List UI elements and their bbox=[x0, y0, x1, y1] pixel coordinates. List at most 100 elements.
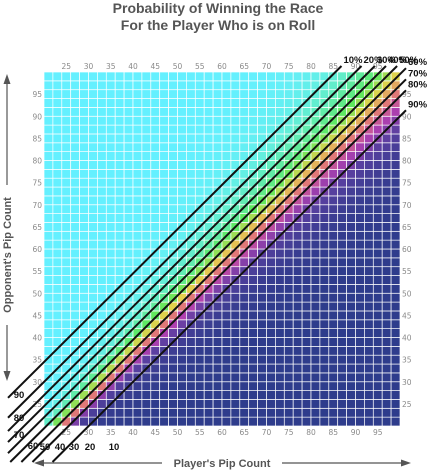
heatmap-cell bbox=[132, 98, 143, 108]
heatmap-cell bbox=[346, 222, 356, 232]
heatmap-cell bbox=[266, 363, 276, 374]
heatmap-cell bbox=[355, 328, 365, 338]
heatmap-cell bbox=[266, 142, 276, 153]
y-tick-label: 45 bbox=[32, 311, 42, 320]
heatmap-cell bbox=[337, 284, 347, 294]
heatmap-cell bbox=[346, 248, 356, 259]
heatmap-cell bbox=[43, 222, 54, 232]
heatmap-cell bbox=[328, 399, 339, 409]
heatmap-cell bbox=[355, 257, 365, 268]
heatmap-cell bbox=[97, 89, 107, 99]
heatmap-cell bbox=[114, 142, 125, 153]
heatmap-cell bbox=[70, 124, 80, 135]
heatmap-cell bbox=[141, 407, 152, 418]
heatmap-cell bbox=[88, 98, 98, 108]
probability-line bbox=[7, 65, 343, 399]
heatmap-cell bbox=[292, 257, 303, 268]
heatmap-cell bbox=[319, 328, 330, 338]
heatmap-cell bbox=[328, 372, 339, 383]
heatmap-cell bbox=[141, 177, 152, 188]
heatmap-cell bbox=[292, 310, 303, 321]
heatmap-cell bbox=[275, 407, 285, 418]
y-tick-label: 55 bbox=[32, 267, 42, 276]
heatmap-cell bbox=[132, 363, 143, 374]
heatmap-cell bbox=[79, 98, 89, 108]
y-tick-label: 95 bbox=[402, 90, 412, 99]
heatmap-cell bbox=[159, 381, 169, 391]
heatmap-cell bbox=[186, 169, 196, 179]
heatmap-cell bbox=[239, 372, 250, 383]
heatmap-cell bbox=[177, 363, 187, 374]
heatmap-cell bbox=[105, 222, 116, 232]
heatmap-cell bbox=[61, 160, 72, 170]
heatmap-cell bbox=[275, 310, 285, 321]
heatmap-cell bbox=[88, 169, 98, 179]
heatmap-cell bbox=[239, 354, 250, 365]
heatmap-cell bbox=[70, 266, 80, 276]
heatmap-cell bbox=[212, 328, 223, 338]
heatmap-cell bbox=[97, 239, 107, 250]
heatmap-cell bbox=[257, 407, 267, 418]
heatmap-cell bbox=[221, 124, 232, 135]
heatmap-cell bbox=[61, 98, 72, 108]
heatmap-cell bbox=[283, 89, 294, 99]
heatmap-cell bbox=[381, 204, 392, 214]
heatmap-cell bbox=[43, 310, 54, 321]
heatmap-cell bbox=[114, 213, 125, 223]
heatmap-cell bbox=[150, 107, 161, 117]
heatmap-cell bbox=[43, 177, 54, 188]
heatmap-cell bbox=[248, 284, 258, 294]
heatmap-cell bbox=[203, 319, 214, 329]
heatmap-cell bbox=[52, 319, 63, 329]
heatmap-cell bbox=[301, 266, 312, 276]
heatmap-cell bbox=[364, 346, 374, 356]
heatmap-cell bbox=[239, 407, 250, 418]
heatmap-cell bbox=[257, 416, 267, 427]
heatmap-cell bbox=[364, 222, 374, 232]
heatmap-cell bbox=[123, 213, 134, 223]
heatmap-cell bbox=[141, 416, 152, 427]
heatmap-cell bbox=[123, 177, 134, 188]
heatmap-cell bbox=[70, 337, 80, 347]
heatmap-cell bbox=[275, 416, 285, 427]
heatmap-cell bbox=[346, 390, 356, 400]
y-tick-label: 35 bbox=[402, 356, 412, 365]
heatmap-cell bbox=[79, 416, 89, 427]
heatmap-cell bbox=[79, 266, 89, 276]
heatmap-cell bbox=[390, 407, 401, 418]
heatmap-cell bbox=[132, 115, 143, 126]
y-tick-label: 80 bbox=[402, 157, 412, 166]
heatmap-cell bbox=[310, 266, 321, 276]
heatmap-cell bbox=[212, 195, 223, 206]
heatmap-cell bbox=[186, 80, 196, 91]
heatmap-cell bbox=[283, 381, 294, 391]
heatmap-cell bbox=[177, 98, 187, 108]
heatmap-cell bbox=[97, 230, 107, 241]
heatmap-cell bbox=[141, 381, 152, 391]
heatmap-cell bbox=[105, 204, 116, 214]
heatmap-cell bbox=[381, 363, 392, 374]
heatmap-cell bbox=[275, 257, 285, 268]
heatmap-cell bbox=[239, 319, 250, 329]
heatmap-cell bbox=[355, 372, 365, 383]
line-end-label: 10 bbox=[109, 442, 120, 453]
heatmap-cell bbox=[337, 204, 347, 214]
heatmap-cell bbox=[275, 292, 285, 303]
heatmap-cell bbox=[310, 204, 321, 214]
heatmap-cell bbox=[257, 310, 267, 321]
heatmap-cell bbox=[141, 124, 152, 135]
heatmap-cell bbox=[132, 133, 143, 144]
heatmap-cell bbox=[328, 275, 339, 285]
heatmap-cell bbox=[114, 257, 125, 268]
heatmap-cell bbox=[381, 328, 392, 338]
heatmap-cell bbox=[372, 177, 383, 188]
heatmap-cell bbox=[79, 71, 89, 82]
heatmap-cell bbox=[114, 239, 125, 250]
heatmap-cell bbox=[275, 133, 285, 144]
heatmap-cell bbox=[364, 328, 374, 338]
heatmap-cell bbox=[203, 142, 214, 153]
x-tick-label: 75 bbox=[284, 428, 294, 437]
heatmap-cell bbox=[230, 133, 241, 144]
heatmap-cell bbox=[346, 337, 356, 347]
heatmap-cell bbox=[52, 151, 63, 161]
